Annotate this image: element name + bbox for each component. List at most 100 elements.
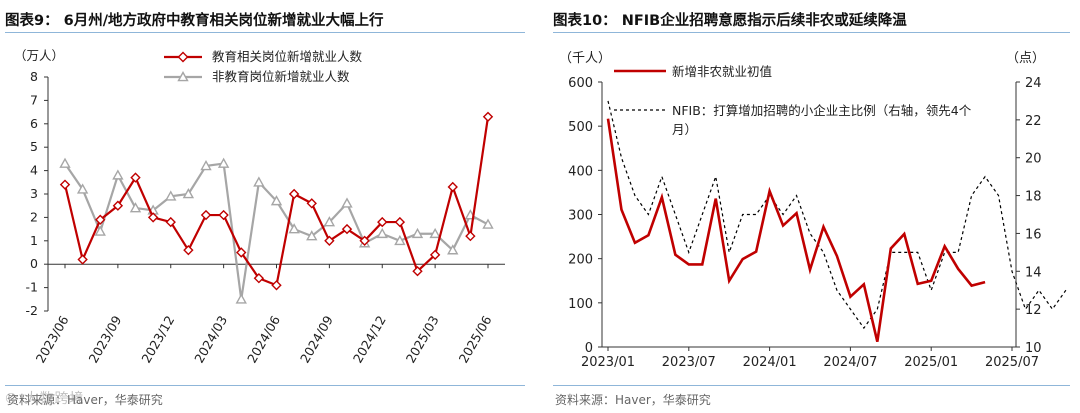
x-tick-label: 2024/09 [297,313,336,366]
non-education-point [253,176,265,187]
figure-9-source: 资料来源：Haver，华泰研究 [7,393,163,407]
non-education-point [376,227,388,239]
y-right-tick-label: 12 [1025,303,1042,318]
footer-divider [5,385,525,386]
non-education-point [182,188,195,199]
y-tick-label: 8 [30,69,38,84]
non-education-point [447,244,459,255]
education-point [112,200,124,211]
y-left-tick-label: 600 [568,76,593,91]
series-line-nfib [607,100,1067,330]
y-right-tick-label: 18 [1025,190,1042,205]
legend-label-nfib-line: 月） [672,122,697,137]
legend-marker-education [177,51,189,63]
figure-10-source: 资料来源：Haver，华泰研究 [555,393,711,407]
y-tick-label: 4 [30,163,38,178]
x-tick-label: 2024/01 [743,355,797,370]
education-point [77,254,88,265]
non-education-point [129,202,142,213]
non-education-point [411,227,424,239]
x-tick-label: 2024/03 [191,313,230,365]
figure-9-chart: -2 -1 0 1 2 3 4 5 6 7 8 （万人） 2023/06 2023/09 2023/12 20… [14,48,505,366]
non-education-point [306,230,318,241]
x-tick-label: 2024/07 [823,355,877,370]
education-point [130,172,141,183]
education-point [165,216,176,228]
education-point [465,230,476,242]
y-right-tick-label: 10 [1025,341,1042,356]
non-education-point [165,190,177,201]
non-education-point [429,227,441,239]
figure-9-title: 图表9： 6月州/地方政府中教育相关岗位新增就业大幅上行 [5,13,384,29]
education-point [147,212,159,223]
x-tick-label: 2025/03 [403,313,442,365]
y-left-tick-label: 300 [568,209,593,224]
education-point [482,111,494,122]
education-point [95,214,106,225]
education-point [253,273,265,284]
x-tick-label: 2023/07 [662,355,716,370]
x-tick-label: 2023/12 [138,313,177,365]
y-right-unit-label: （点） [1006,51,1045,66]
y-left-tick-label: 100 [568,297,593,312]
education-point [359,235,370,246]
y-tick-label: -1 [26,280,38,295]
y-tick-label: 0 [30,256,38,271]
education-point [324,235,335,246]
y-tick-label: 2 [30,209,38,224]
education-point [429,249,441,261]
y-left-tick-label: 0 [585,341,593,356]
legend-label-nfib: NFIB：打算增加招聘的小企业主比例（右轴，领先4个月） [672,103,972,137]
education-point [271,280,282,291]
y-right-tick-label: 14 [1025,265,1042,280]
series-line-non-education [64,162,489,300]
figure-10-chart: 0 100 200 300 400 500 600 10 12 14 16 18 20 22 24 （千人） （… [559,51,1067,370]
legend-marker-non-education [177,71,189,82]
series-line-payrolls [606,118,986,342]
non-education-point [200,159,212,171]
legend-label-payrolls: 新增非农就业初值 [672,64,772,79]
education-point [183,244,194,256]
education-point [394,216,406,228]
x-tick-label: 2024/12 [350,313,389,365]
figure-10-title: 图表10： NFIB企业招聘意愿指示后续非农或延续降温 [553,13,907,29]
x-tick-label: 2025/07 [985,355,1039,370]
non-education-point [270,195,283,206]
non-education-point [59,157,71,168]
education-point [447,181,458,193]
y-unit-label: （万人） [14,48,64,63]
watermark: © 大数跨境 [4,391,85,407]
education-point [236,247,247,258]
non-education-point [217,157,230,168]
figure-10-panel: 图表10： NFIB企业招聘意愿指示后续非农或延续降温 0 100 200 300 40… [548,0,1080,413]
y-right-tick-label: 20 [1025,152,1042,167]
non-education-point [76,183,89,194]
education-point [218,209,229,221]
non-education-point [235,293,247,304]
x-tick-label: 2023/06 [33,313,72,366]
non-education-point [94,225,106,236]
figure-9-panel: 图表9： 6月州/地方政府中教育相关岗位新增就业大幅上行 -2 -1 0 1 2 3 4 5 6… [0,0,535,413]
y-tick-label: 5 [30,139,38,154]
title-divider [5,32,525,33]
footer-divider [553,385,1070,386]
title-divider [553,32,1070,33]
legend-label-nfib-line: NFIB：打算增加招聘的小企业主比例（右轴，领先4个 [672,103,972,118]
non-education-point [394,234,406,246]
y-left-tick-label: 400 [568,164,593,179]
y-left-tick-label: 200 [568,253,593,268]
legend-label-education: 教育相关岗位新增就业人数 [212,49,363,64]
y-left-unit-label: （千人） [559,51,611,66]
y-tick-label: 6 [30,116,38,131]
non-education-point [288,223,300,234]
education-point [200,209,212,221]
x-tick-label: 2023/01 [581,355,635,370]
x-tick-label: 2025/06 [456,313,495,366]
y-tick-label: 1 [30,233,38,248]
y-tick-label: 3 [30,186,38,201]
education-point [59,179,71,190]
y-right-tick-label: 22 [1025,114,1042,129]
non-education-point [482,218,494,229]
x-tick-label: 2024/06 [244,313,283,366]
education-point [341,223,353,235]
